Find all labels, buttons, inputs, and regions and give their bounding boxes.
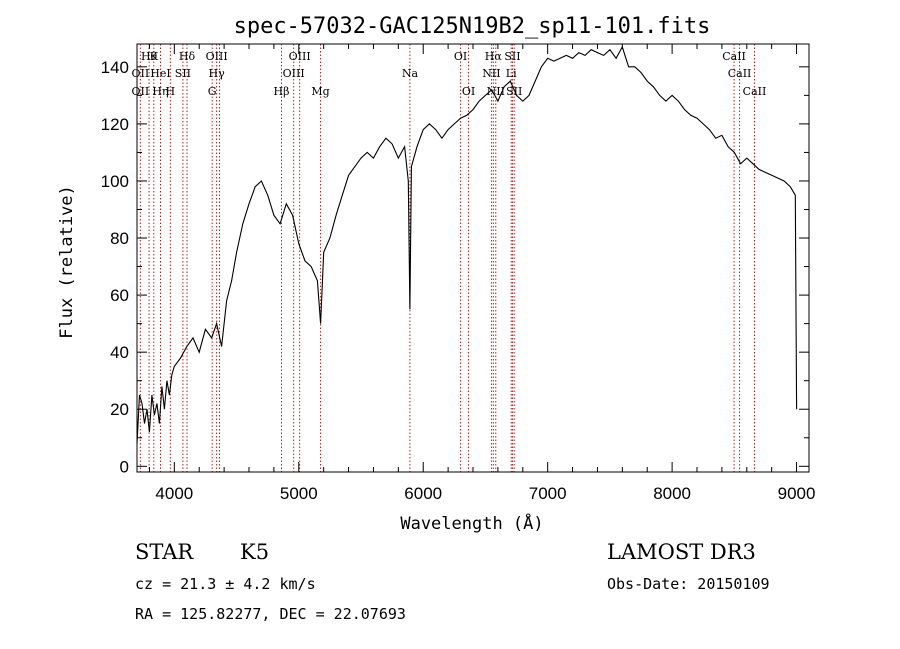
line-label-14: Na: [402, 67, 419, 80]
x-tick-label-9000: 9000: [778, 484, 816, 503]
line-label-12: Hγ: [209, 67, 226, 80]
y-tick-label-80: 80: [110, 229, 129, 248]
x-tick-label-8000: 8000: [653, 484, 691, 503]
line-label-25: NII: [487, 85, 505, 98]
y-tick-label-40: 40: [110, 343, 129, 362]
survey-name: LAMOST DR3: [607, 540, 756, 564]
line-label-6: Hα: [485, 50, 503, 63]
line-label-9: OII: [132, 67, 150, 80]
line-label-1: K: [150, 50, 159, 63]
line-label-17: CaII: [728, 67, 752, 80]
line-label-0: Hθ: [141, 50, 158, 63]
y-tick-label-100: 100: [101, 172, 129, 191]
line-label-27: CaII: [743, 85, 767, 98]
line-label-22: Hβ: [274, 85, 290, 98]
line-label-16: Li: [506, 67, 517, 80]
line-label-13: OIII: [283, 67, 305, 80]
line-label-11: SII: [175, 67, 191, 80]
object-subclass: K5: [240, 540, 270, 564]
chart-title: spec-57032-GAC125N19B2_sp11-101.fits: [234, 14, 711, 39]
y-tick-label-20: 20: [110, 400, 129, 419]
redshift-readout: cz = 21.3 ± 4.2 km/s: [135, 575, 316, 593]
x-tick-label-4000: 4000: [155, 484, 193, 503]
line-label-5: OI: [454, 50, 467, 63]
line-label-7: SII: [504, 50, 520, 63]
object-class: STAR: [135, 540, 194, 564]
line-label-15: NII: [482, 67, 500, 80]
line-label-2: Hδ: [179, 50, 196, 63]
line-label-10: HeI: [150, 67, 170, 80]
line-label-24: OI: [462, 85, 475, 98]
y-tick-label-140: 140: [101, 58, 129, 77]
x-tick-label-6000: 6000: [404, 484, 442, 503]
obs-date: Obs-Date: 20150109: [607, 575, 770, 593]
x-axis-label: Wavelength (Å): [400, 512, 543, 534]
line-label-18: OII: [132, 85, 150, 98]
y-axis-label: Flux (relative): [57, 185, 77, 339]
line-label-23: Mg: [311, 85, 329, 98]
x-tick-label-7000: 7000: [529, 484, 567, 503]
line-label-4: OIII: [289, 50, 311, 63]
line-label-3: OIII: [206, 50, 228, 63]
plot-frame: [136, 43, 810, 473]
y-tick-label-0: 0: [120, 457, 129, 476]
line-label-26: SII: [506, 85, 522, 98]
line-label-19: Hη: [152, 85, 168, 98]
coordinates: RA = 125.82277, DEC = 22.07693: [135, 605, 406, 623]
line-label-21: G: [208, 85, 217, 98]
line-label-8: CaII: [722, 50, 746, 63]
y-tick-label-120: 120: [101, 115, 129, 134]
line-label-20: H: [166, 85, 176, 98]
plot-area: 4000 5000 6000 7000 8000 9000 0 20 40 60 80 100 120 1…: [101, 43, 816, 503]
y-tick-label-60: 60: [110, 286, 129, 305]
x-tick-label-5000: 5000: [280, 484, 318, 503]
spectrum-line: [136, 45, 798, 444]
